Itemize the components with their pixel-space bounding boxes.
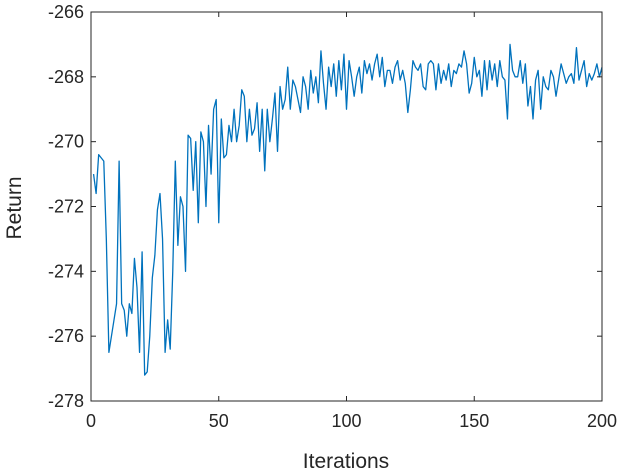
y-axis: -278 -276 -274 -272 -270 -268 -266 [48, 2, 602, 411]
y-axis-title: Return [3, 176, 26, 239]
x-tick-label: 100 [331, 411, 361, 431]
y-tick-label: -278 [48, 391, 84, 411]
y-tick-label: -272 [48, 197, 84, 217]
x-tick-label: 200 [587, 411, 617, 431]
y-tick-label: -268 [48, 67, 84, 87]
x-tick-label: 150 [459, 411, 489, 431]
y-tick-label: -270 [48, 132, 84, 152]
y-tick-label: -276 [48, 326, 84, 346]
x-axis: 0 50 100 150 200 [86, 12, 617, 431]
series-line-0 [92, 43, 603, 376]
x-axis-title: Iterations [303, 450, 389, 473]
y-tick-label: -266 [48, 2, 84, 22]
x-tick-label: 50 [209, 411, 229, 431]
x-tick-label: 0 [86, 411, 96, 431]
y-tick-label: -274 [48, 261, 84, 281]
